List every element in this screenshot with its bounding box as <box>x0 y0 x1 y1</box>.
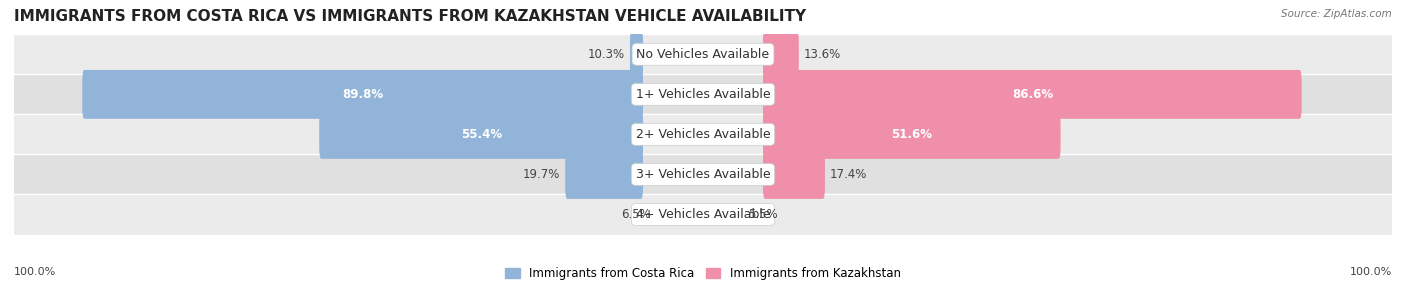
Text: 100.0%: 100.0% <box>14 267 56 277</box>
Text: IMMIGRANTS FROM COSTA RICA VS IMMIGRANTS FROM KAZAKHSTAN VEHICLE AVAILABILITY: IMMIGRANTS FROM COSTA RICA VS IMMIGRANTS… <box>14 9 806 23</box>
Text: 86.6%: 86.6% <box>1012 88 1053 101</box>
Bar <box>14 114 1392 154</box>
Bar <box>14 194 1392 235</box>
Bar <box>14 34 1392 74</box>
Text: 5.5%: 5.5% <box>748 208 778 221</box>
FancyBboxPatch shape <box>630 30 643 79</box>
FancyBboxPatch shape <box>763 110 1060 159</box>
Text: 13.6%: 13.6% <box>804 48 841 61</box>
Text: 100.0%: 100.0% <box>1350 267 1392 277</box>
Text: 6.5%: 6.5% <box>621 208 651 221</box>
Bar <box>14 74 1392 114</box>
Text: No Vehicles Available: No Vehicles Available <box>637 48 769 61</box>
Legend: Immigrants from Costa Rica, Immigrants from Kazakhstan: Immigrants from Costa Rica, Immigrants f… <box>501 262 905 285</box>
FancyBboxPatch shape <box>565 150 643 199</box>
Text: 10.3%: 10.3% <box>588 48 626 61</box>
Text: 4+ Vehicles Available: 4+ Vehicles Available <box>636 208 770 221</box>
FancyBboxPatch shape <box>763 70 1302 119</box>
Text: Source: ZipAtlas.com: Source: ZipAtlas.com <box>1281 9 1392 19</box>
Text: 19.7%: 19.7% <box>523 168 561 181</box>
FancyBboxPatch shape <box>319 110 643 159</box>
FancyBboxPatch shape <box>83 70 643 119</box>
Text: 55.4%: 55.4% <box>461 128 502 141</box>
FancyBboxPatch shape <box>763 30 799 79</box>
Text: 17.4%: 17.4% <box>830 168 868 181</box>
Text: 51.6%: 51.6% <box>891 128 932 141</box>
Text: 89.8%: 89.8% <box>342 88 384 101</box>
Text: 3+ Vehicles Available: 3+ Vehicles Available <box>636 168 770 181</box>
Text: 2+ Vehicles Available: 2+ Vehicles Available <box>636 128 770 141</box>
FancyBboxPatch shape <box>763 150 825 199</box>
Bar <box>14 154 1392 194</box>
Text: 1+ Vehicles Available: 1+ Vehicles Available <box>636 88 770 101</box>
